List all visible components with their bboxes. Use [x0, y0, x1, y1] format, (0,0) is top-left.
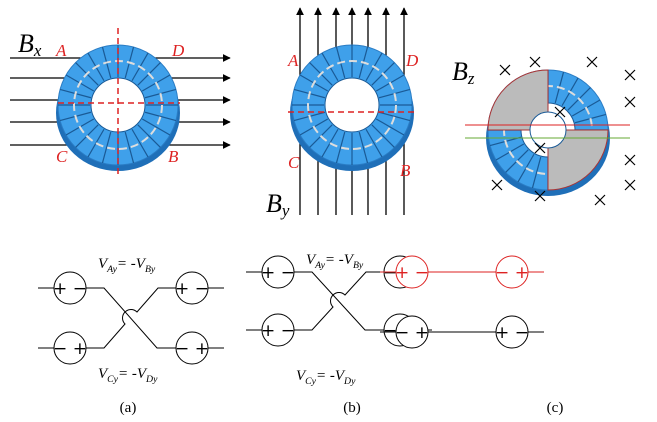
voltage-label: VAy= -VBy	[306, 252, 364, 271]
voltage-label: VCy= -VDy	[296, 368, 356, 387]
sensor-sign: + −	[53, 279, 87, 299]
sensor-sign: + −	[395, 263, 429, 283]
corner-label: B	[400, 161, 411, 180]
field-label-part: z	[467, 69, 475, 88]
sensor-sign: − +	[175, 339, 209, 359]
voltage-label-part: = -V	[316, 368, 346, 384]
field-label: Bz	[452, 57, 475, 88]
corner-label: C	[56, 147, 68, 166]
voltage-label-part: By	[145, 264, 156, 275]
corner-label: A	[287, 51, 299, 70]
voltage-label-part: = -V	[118, 366, 148, 382]
corner-label: D	[171, 41, 185, 60]
sensor-sign: + −	[175, 279, 209, 299]
sensor-sign: − +	[395, 323, 429, 343]
cross-mark	[530, 57, 540, 67]
caption: (c)	[547, 400, 564, 416]
voltage-label-part: Dy	[343, 376, 356, 387]
wire	[86, 288, 176, 348]
voltage-label-part: Ay	[314, 260, 325, 271]
voltage-label: VCy= -VDy	[98, 366, 158, 385]
voltage-label-part: = -V	[117, 256, 147, 272]
caption: (a)	[120, 400, 137, 416]
voltage-label-part: Dy	[145, 374, 158, 385]
figure: BxADCB+ −+ −− +− +VAy= -VByVCy= -VDy(a)B…	[0, 0, 657, 422]
field-label-part: B	[18, 29, 34, 58]
cross-mark	[625, 180, 635, 190]
cross-mark	[625, 155, 635, 165]
wire	[294, 272, 384, 330]
caption: (b)	[343, 400, 361, 416]
voltage-label: VAy= -VBy	[98, 256, 156, 275]
cross-mark	[492, 180, 502, 190]
voltage-label-part: Cy	[107, 374, 119, 385]
field-label: Bx	[18, 29, 42, 60]
sensor-sign: + −	[495, 323, 529, 343]
sensor-sign: − +	[495, 263, 529, 283]
field-label-part: x	[33, 41, 42, 60]
voltage-label-part: Ay	[106, 264, 117, 275]
field-label: By	[266, 189, 290, 220]
field-label-part: y	[280, 201, 290, 220]
field-label-part: B	[452, 57, 468, 86]
voltage-label-part: = -V	[325, 252, 355, 268]
sensor-sign: + −	[261, 321, 295, 341]
voltage-label-part: Cy	[305, 376, 317, 387]
toroid-hole	[325, 78, 379, 132]
corner-label: A	[55, 41, 67, 60]
cross-mark	[595, 195, 605, 205]
sensor-sign: − +	[53, 339, 87, 359]
cross-mark	[500, 65, 510, 75]
cross-mark	[625, 97, 635, 107]
cross-mark	[587, 57, 597, 67]
cross-mark	[625, 70, 635, 80]
corner-label: D	[405, 51, 419, 70]
voltage-label-part: By	[353, 260, 364, 271]
corner-label: C	[288, 153, 300, 172]
sensor-sign: + −	[261, 263, 295, 283]
corner-label: B	[168, 147, 179, 166]
field-label-part: B	[266, 189, 282, 218]
